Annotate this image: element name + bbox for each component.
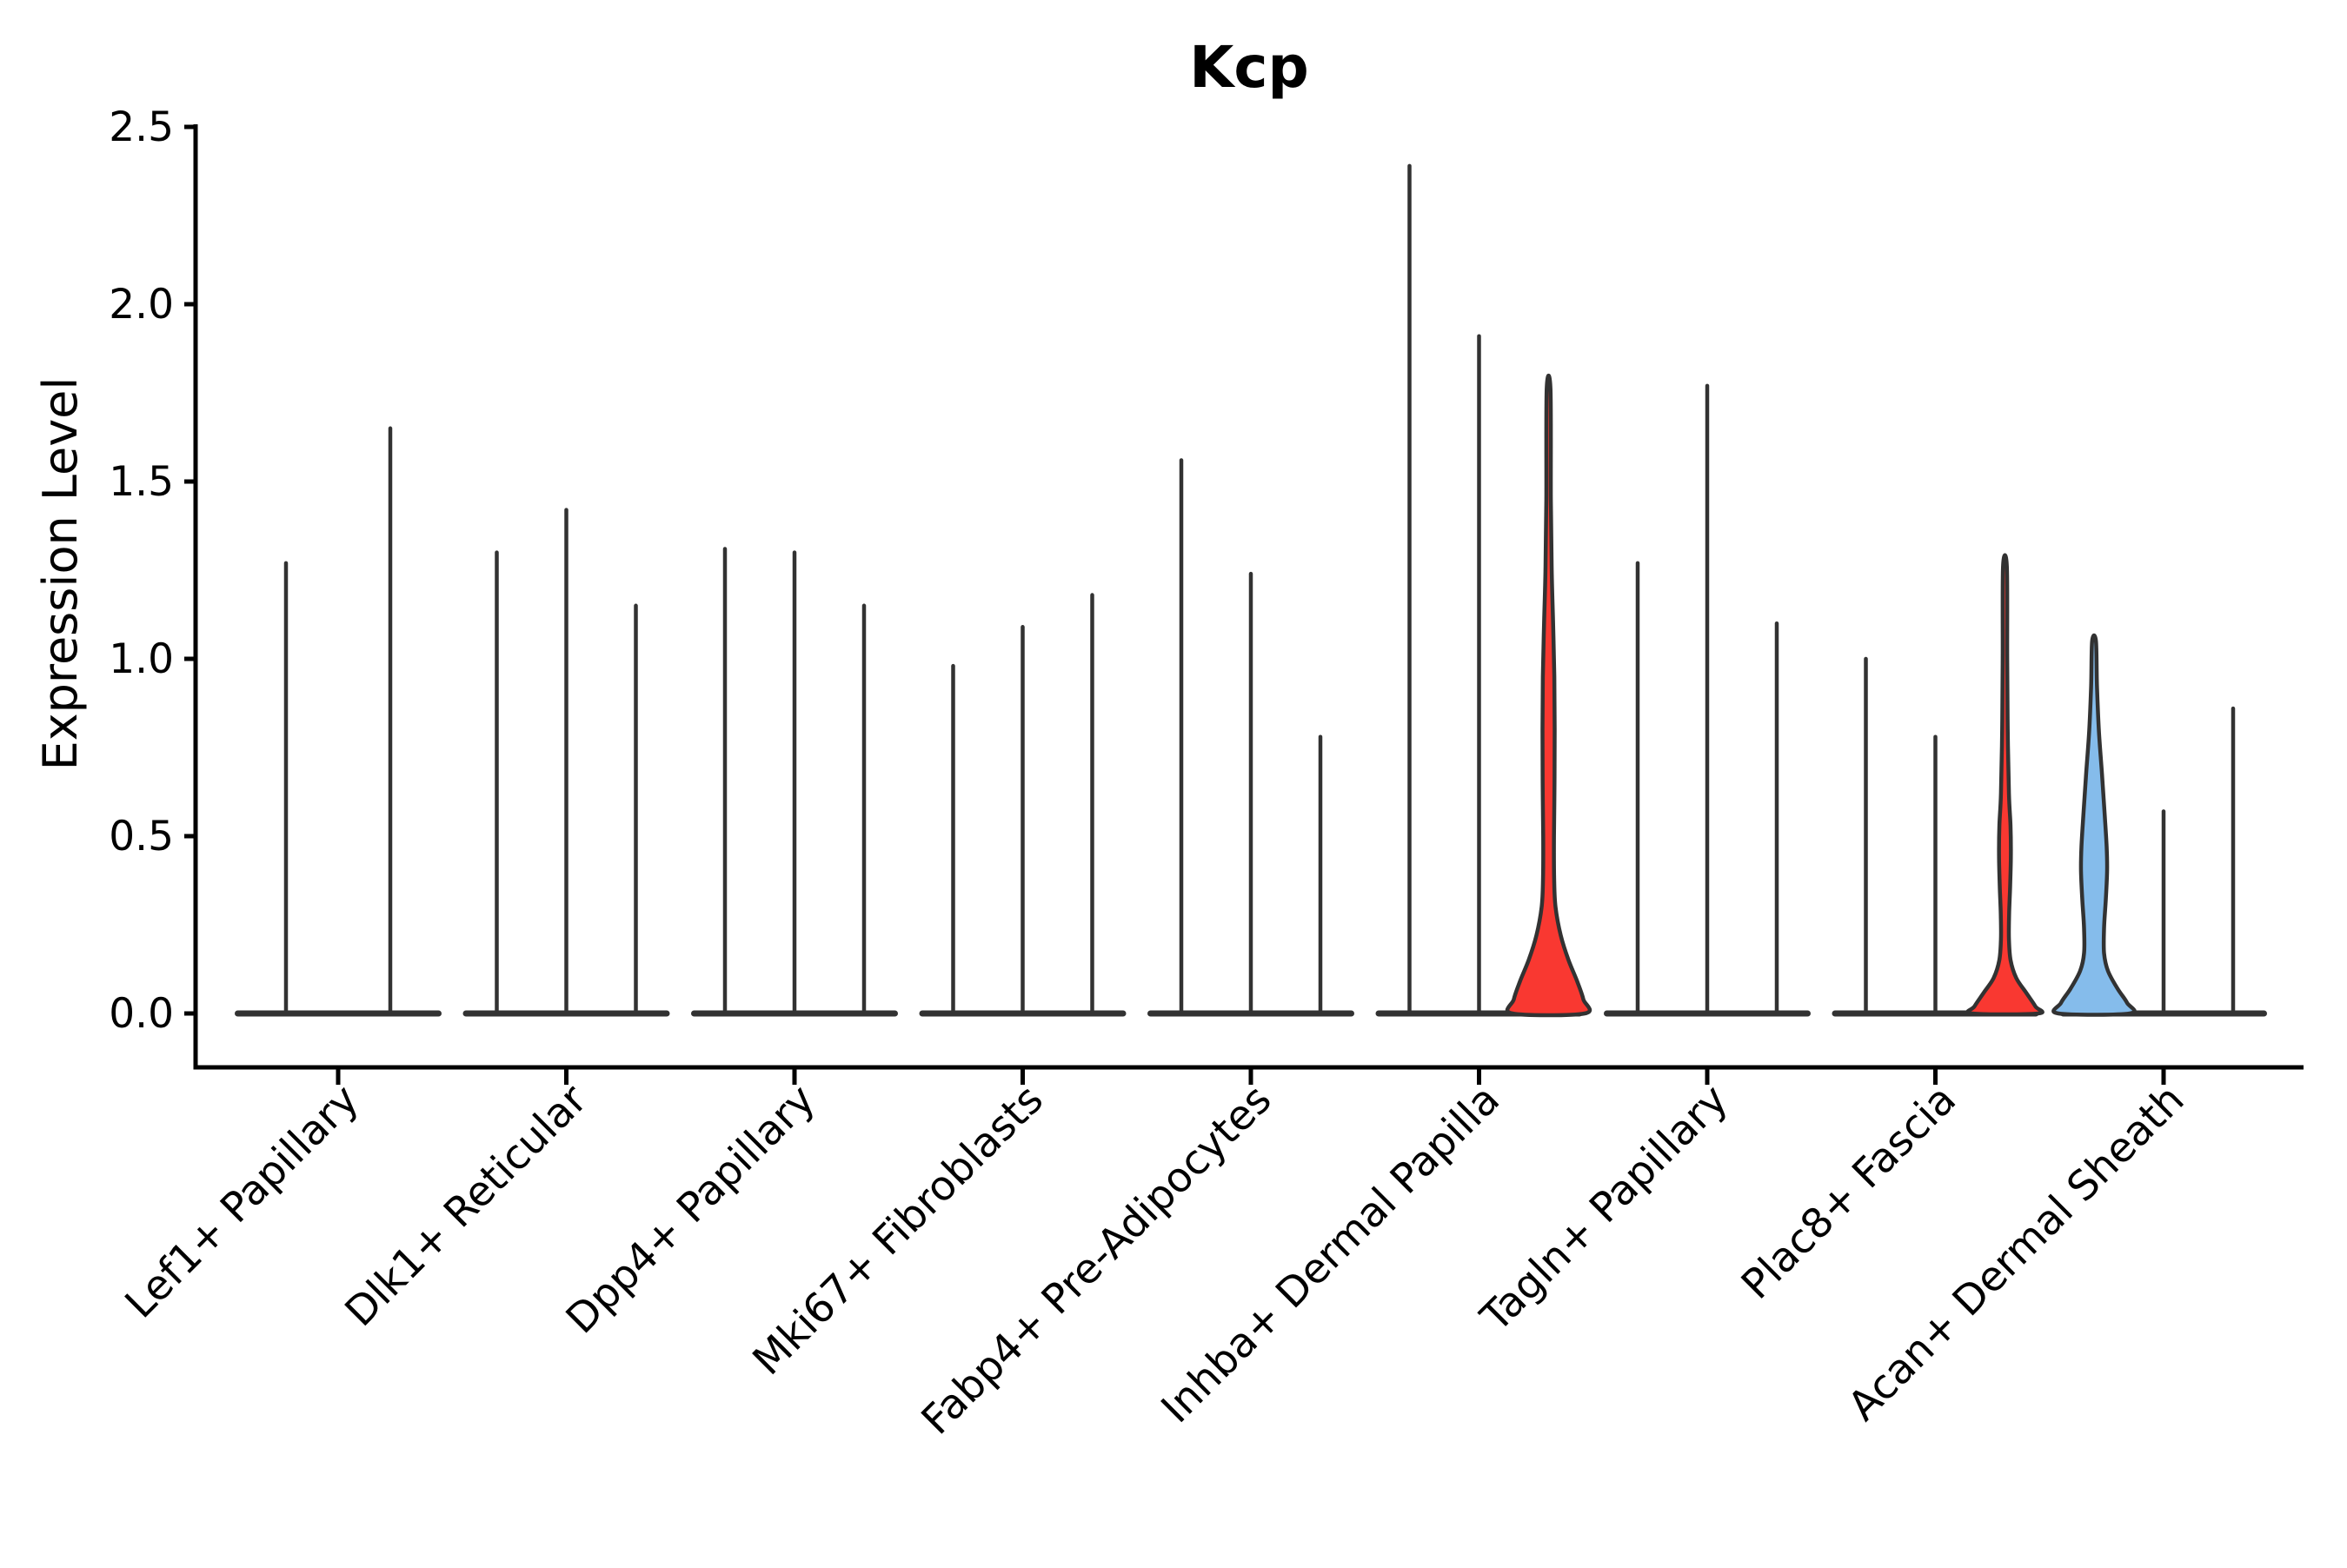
y-tick-label: 0.0 — [109, 990, 174, 1038]
violin-body-red — [1505, 373, 1592, 1018]
violin-body-red — [1965, 553, 2044, 1017]
y-tick-label: 1.5 — [109, 458, 174, 506]
chart-title: Kcp — [1189, 34, 1309, 101]
y-tick-label: 2.0 — [109, 281, 174, 329]
x-tick-label: Lef1+ Papillary — [116, 1076, 369, 1328]
y-axis-label: Expression Level — [33, 377, 88, 771]
y-tick-label: 2.5 — [109, 103, 174, 151]
y-tick-label: 0.5 — [109, 813, 174, 860]
x-tick-label: Plac8+ Fascia — [1732, 1076, 1965, 1309]
x-tick-label: Tagln+ Papillary — [1472, 1076, 1738, 1342]
violin-body-blue — [2051, 633, 2137, 1017]
x-tick-label: Dlk1+ Reticular — [336, 1075, 597, 1336]
x-tick-label: Dpp4+ Papillary — [557, 1076, 825, 1344]
violins-layer — [235, 163, 2267, 1018]
y-tick-label: 1.0 — [109, 635, 174, 683]
